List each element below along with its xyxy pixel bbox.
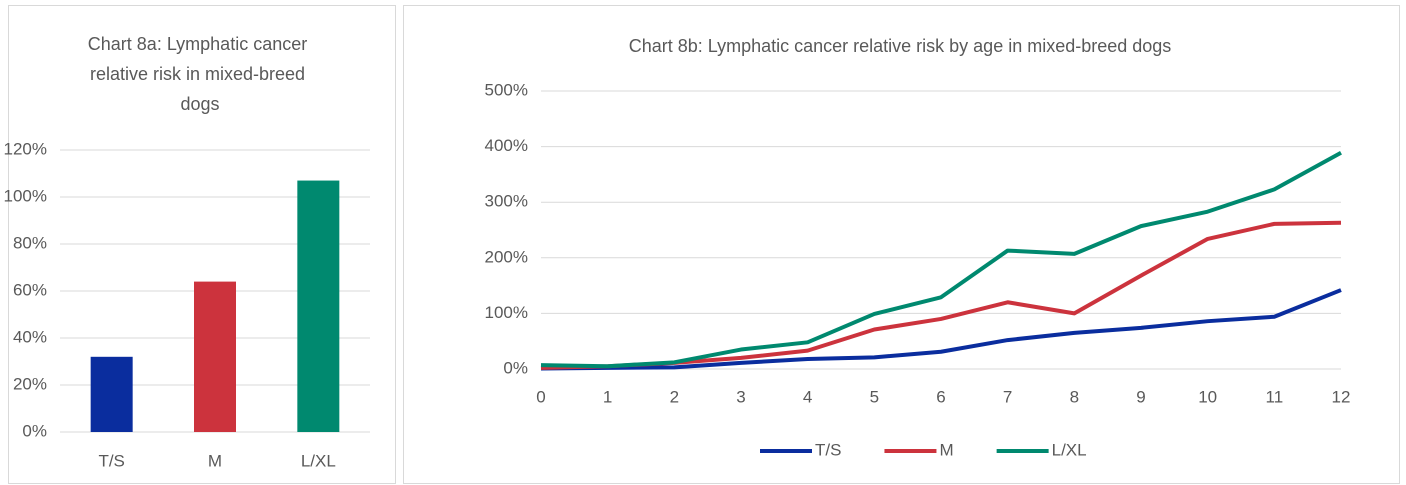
- y-tick-label: 200%: [485, 247, 528, 266]
- y-tick-label: 80%: [13, 233, 47, 252]
- y-tick-label: 400%: [485, 136, 528, 155]
- x-tick-label: 4: [803, 387, 812, 406]
- y-tick-label: 60%: [13, 280, 47, 299]
- y-tick-label: 40%: [13, 327, 47, 346]
- x-tick-label: T/S: [98, 451, 124, 470]
- x-tick-label: 12: [1332, 387, 1351, 406]
- x-tick-label: 5: [870, 387, 879, 406]
- x-tick-label: 11: [1266, 387, 1284, 406]
- y-tick-label: 100%: [485, 303, 528, 322]
- x-tick-label: 8: [1070, 387, 1079, 406]
- bar: [194, 281, 236, 432]
- y-tick-label: 120%: [4, 139, 47, 158]
- x-tick-label: L/XL: [301, 451, 336, 470]
- bar: [297, 180, 340, 432]
- y-tick-label: 500%: [485, 80, 528, 99]
- legend-label: M: [939, 440, 953, 459]
- x-tick-label: 7: [1003, 387, 1012, 406]
- panel-8b: [403, 5, 1400, 484]
- legend-label: L/XL: [1052, 440, 1087, 459]
- chart-title: Chart 8b: Lymphatic cancer relative risk…: [629, 36, 1172, 56]
- chart-title: Chart 8a: Lymphatic cancer relative risk…: [88, 34, 312, 114]
- legend-label: T/S: [815, 440, 841, 459]
- x-tick-label: 9: [1136, 387, 1145, 406]
- x-tick-label: 0: [536, 387, 545, 406]
- series-line: [540, 150, 1342, 369]
- x-tick-label: 2: [670, 387, 679, 406]
- y-tick-label: 300%: [485, 192, 528, 211]
- bar: [90, 356, 133, 432]
- x-tick-label: 6: [936, 387, 945, 406]
- y-tick-label: 0%: [22, 421, 47, 440]
- x-tick-label: 1: [603, 387, 612, 406]
- series-line: [540, 288, 1342, 371]
- x-tick-label: 10: [1198, 387, 1217, 406]
- y-tick-label: 20%: [13, 374, 47, 393]
- x-tick-label: 3: [736, 387, 745, 406]
- y-tick-label: 100%: [4, 186, 47, 205]
- x-tick-label: M: [208, 451, 222, 470]
- y-tick-label: 0%: [503, 358, 528, 377]
